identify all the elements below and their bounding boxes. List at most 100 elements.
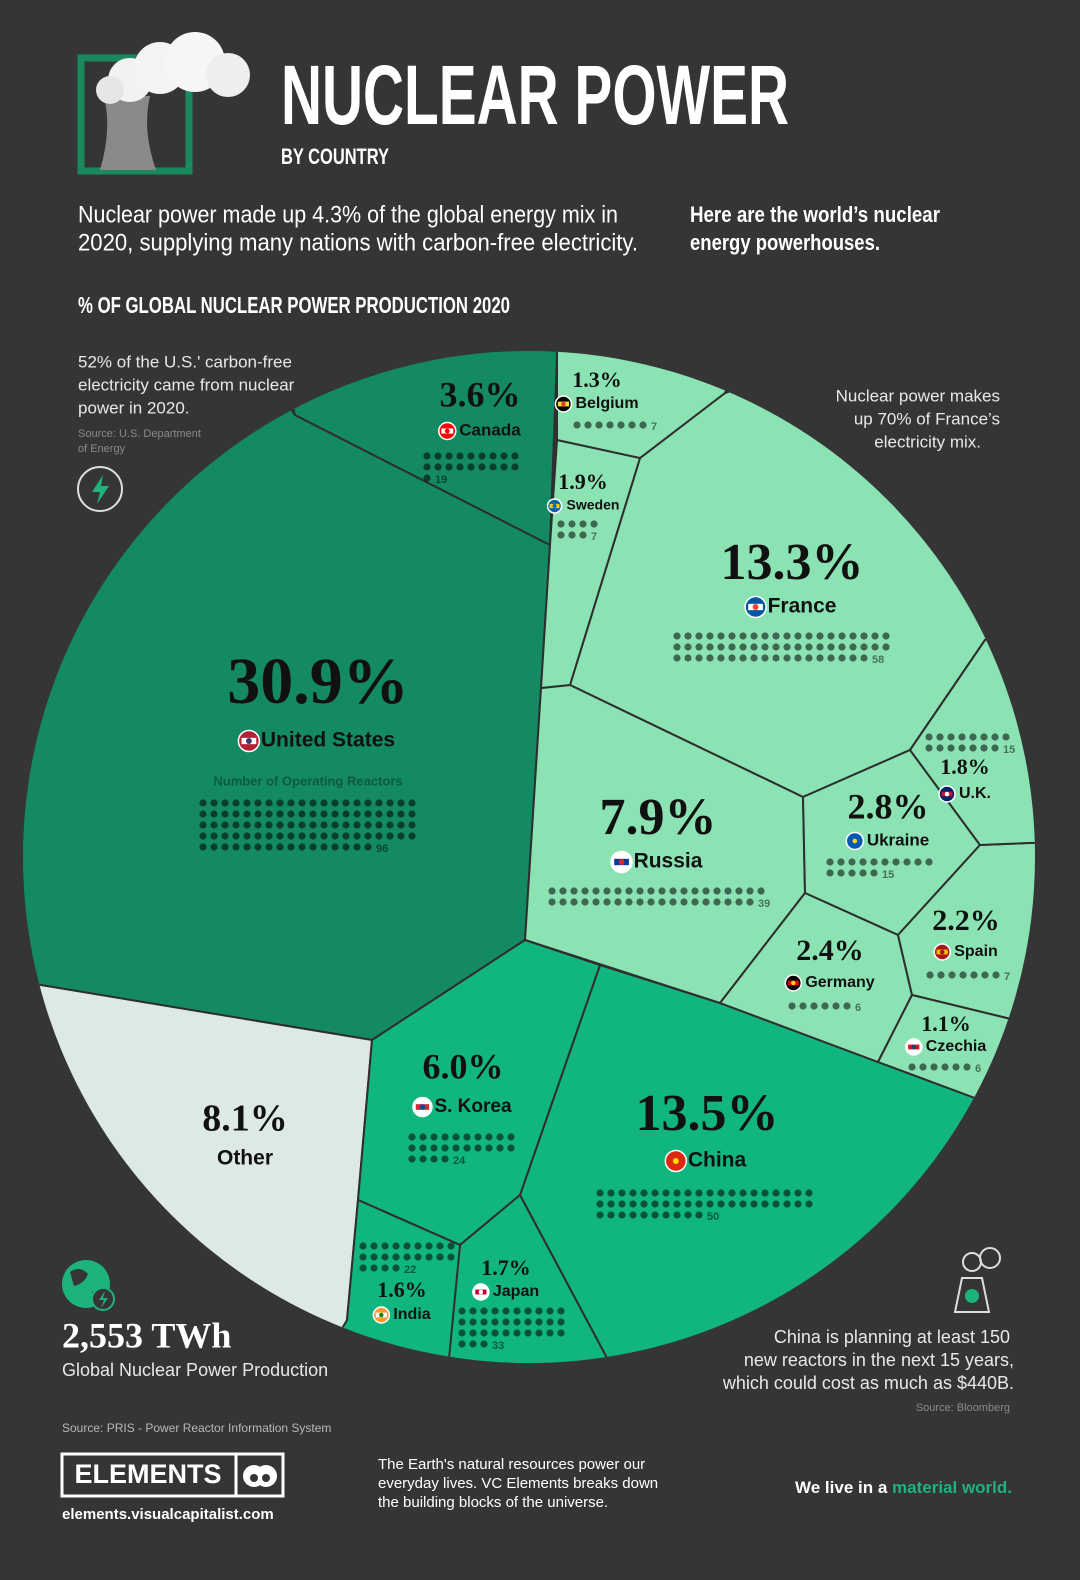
reactor-dot <box>843 1002 851 1010</box>
reactor-dot <box>570 887 578 895</box>
reactor-dot <box>805 643 813 651</box>
reactor-dot <box>243 799 251 807</box>
reactor-dot <box>535 1318 543 1326</box>
reactor-dot <box>647 898 655 906</box>
reactor-dot <box>618 1211 626 1219</box>
reactor-dot <box>199 810 207 818</box>
reactor-dot <box>507 1133 515 1141</box>
flag-icon <box>438 421 457 441</box>
reactor-dot <box>478 452 486 460</box>
reactor-dot <box>870 858 878 866</box>
flag-emblem <box>444 428 450 434</box>
reactor-dot <box>702 898 710 906</box>
reactor-dot <box>728 632 736 640</box>
reactor-dot <box>947 744 955 752</box>
reactor-dot <box>254 799 262 807</box>
reactor-dot <box>386 799 394 807</box>
reactor-dot <box>469 1307 477 1315</box>
reactor-dots <box>908 1063 971 1071</box>
reactor-dot <box>810 1002 818 1010</box>
reactor-dot <box>392 1242 400 1250</box>
reactor-dot <box>761 632 769 640</box>
reactor-dot <box>596 1200 604 1208</box>
flag-emblem <box>672 1158 679 1164</box>
reactor-dot <box>925 744 933 752</box>
value-label: 13.5% <box>636 1085 779 1142</box>
reactor-dot <box>386 810 394 818</box>
reactor-dot <box>914 858 922 866</box>
value-label: 6.0% <box>423 1046 504 1086</box>
reactor-dot <box>805 654 813 662</box>
reactor-dot <box>680 887 688 895</box>
reactor-dot <box>276 810 284 818</box>
reactor-count: 50 <box>707 1211 719 1223</box>
reactor-dot <box>838 654 846 662</box>
reactor-dot <box>502 1318 510 1326</box>
reactor-dot <box>849 654 857 662</box>
reactor-dot <box>320 810 328 818</box>
note-line: 52% of the U.S.' carbon-free <box>78 352 292 371</box>
reactor-dot <box>579 531 587 539</box>
reactor-dot <box>673 632 681 640</box>
reactor-dot <box>761 1189 769 1197</box>
reactor-dot <box>860 643 868 651</box>
reactor-dot <box>859 858 867 866</box>
reactor-dot <box>254 810 262 818</box>
reactor-dot <box>548 898 556 906</box>
value-label: 1.3% <box>572 367 622 392</box>
reactor-dot <box>485 1144 493 1152</box>
reactor-dot <box>871 632 879 640</box>
note-line: Nuclear power makes <box>836 386 1000 405</box>
reactor-dot <box>496 1133 504 1141</box>
reactor-dot <box>936 744 944 752</box>
reactor-dot <box>980 733 988 741</box>
reactor-dot <box>436 1253 444 1261</box>
reactor-dot <box>408 810 416 818</box>
reactor-dot <box>640 1211 648 1219</box>
reactor-dot <box>925 858 933 866</box>
blurb-line: The Earth's natural resources power our <box>378 1456 645 1473</box>
value-label: 13.3% <box>721 534 864 591</box>
reactor-dot <box>919 1063 927 1071</box>
reactor-dot <box>992 971 1000 979</box>
intro-right-line: Here are the world’s nuclear <box>690 202 940 227</box>
category-label: United States <box>261 729 395 752</box>
reactor-dot <box>445 463 453 471</box>
reactor-dot <box>673 643 681 651</box>
reactor-dot <box>408 1144 416 1152</box>
flag-emblem <box>552 504 557 508</box>
reactor-dot <box>783 1200 791 1208</box>
reactor-dot <box>903 858 911 866</box>
reactor-count: 24 <box>453 1155 466 1167</box>
reactor-dot <box>221 799 229 807</box>
reactor-dot <box>331 799 339 807</box>
reactor-dot <box>783 643 791 651</box>
reactor-dot <box>805 1189 813 1197</box>
reactor-dot <box>232 810 240 818</box>
reactor-dot <box>739 654 747 662</box>
reactor-dot <box>392 1253 400 1261</box>
reactor-dot <box>772 654 780 662</box>
reactor-dot <box>500 452 508 460</box>
reactor-dot <box>958 744 966 752</box>
reactor-dot <box>480 1318 488 1326</box>
reactor-dot <box>370 1264 378 1272</box>
value-label: 1.9% <box>558 469 608 494</box>
flag-emblem <box>245 738 252 744</box>
reactor-dot <box>607 1189 615 1197</box>
note-line: electricity came from nuclear <box>78 375 295 394</box>
reactor-dot <box>640 1189 648 1197</box>
reactor-dot <box>757 887 765 895</box>
reactor-dot <box>794 654 802 662</box>
subtitle: BY COUNTRY <box>281 144 389 169</box>
reactor-dot <box>614 887 622 895</box>
reactor-dot <box>364 799 372 807</box>
reactor-dot <box>590 520 598 528</box>
reactor-dot <box>821 1002 829 1010</box>
reactor-dot <box>724 887 732 895</box>
reactor-dot <box>706 654 714 662</box>
flag-icon <box>472 1283 490 1301</box>
reactor-dot <box>684 643 692 651</box>
reactor-dot <box>309 832 317 840</box>
total-value: 2,553 TWh <box>62 1315 231 1355</box>
